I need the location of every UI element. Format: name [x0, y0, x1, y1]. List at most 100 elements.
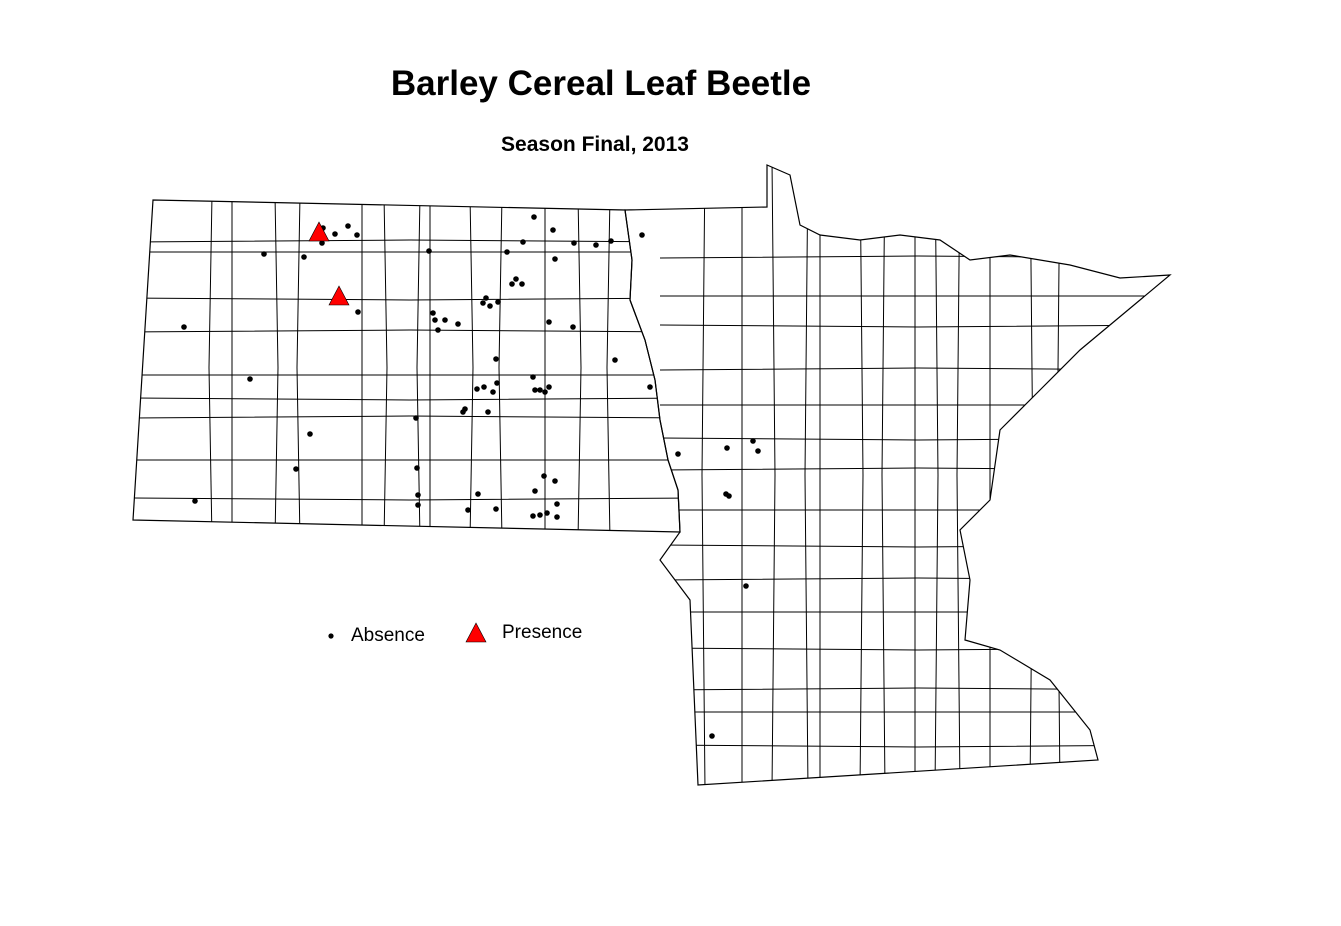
county-line: [659, 437, 1170, 441]
absence-marker: [550, 227, 556, 233]
county-line: [133, 415, 680, 419]
absence-marker: [552, 256, 558, 262]
county-line: [208, 200, 213, 532]
absence-marker: [301, 254, 307, 260]
absence-marker: [465, 507, 471, 513]
county-line: [133, 497, 680, 501]
mn-county-lines: [659, 165, 1170, 785]
absence-marker: [546, 319, 552, 325]
legend-presence-label: Presence: [502, 622, 583, 643]
absence-marker: [345, 223, 351, 229]
absence-marker: [474, 386, 480, 392]
absence-marker: [519, 281, 525, 287]
absence-marker: [192, 498, 198, 504]
absence-marker: [493, 356, 499, 362]
survey-markers: [181, 214, 761, 739]
absence-marker: [430, 310, 436, 316]
absence-marker: [442, 317, 448, 323]
absence-marker: [247, 376, 253, 382]
county-line: [771, 165, 776, 785]
legend-absence-label: Absence: [351, 625, 425, 646]
county-line: [498, 200, 503, 532]
absence-marker: [554, 501, 560, 507]
county-line: [659, 687, 1170, 691]
absence-marker: [455, 321, 461, 327]
absence-marker: [490, 389, 496, 395]
absence-marker: [709, 733, 715, 739]
absence-marker: [435, 327, 441, 333]
absence-marker: [462, 406, 468, 412]
map-title: Barley Cereal Leaf Beetle: [390, 64, 812, 103]
absence-marker: [724, 445, 730, 451]
absence-marker: [509, 281, 515, 287]
absence-marker: [415, 492, 421, 498]
absence-marker: [639, 232, 645, 238]
legend-absence-dot: [328, 633, 334, 639]
absence-marker: [415, 502, 421, 508]
county-line: [577, 200, 582, 532]
county-line: [383, 200, 388, 532]
absence-marker: [475, 491, 481, 497]
absence-marker: [261, 251, 267, 257]
county-line: [296, 200, 301, 532]
absence-marker: [485, 409, 491, 415]
county-line: [274, 200, 279, 532]
county-line: [659, 647, 1170, 651]
absence-marker: [537, 387, 543, 393]
county-line: [659, 367, 1170, 371]
absence-marker: [554, 514, 560, 520]
nd-county-lines: [133, 200, 680, 532]
county-line: [133, 239, 680, 243]
absence-marker: [544, 510, 550, 516]
absence-marker: [432, 317, 438, 323]
absence-marker: [354, 232, 360, 238]
absence-marker: [307, 431, 313, 437]
presence-marker: [328, 285, 350, 306]
absence-marker: [481, 384, 487, 390]
absence-marker: [520, 239, 526, 245]
absence-marker: [612, 357, 618, 363]
absence-marker: [593, 242, 599, 248]
county-line: [659, 544, 1170, 548]
absence-marker: [726, 493, 732, 499]
county-line: [701, 165, 706, 785]
county-line: [659, 255, 1170, 259]
absence-marker: [181, 324, 187, 330]
absence-marker: [542, 389, 548, 395]
absence-marker: [750, 438, 756, 444]
county-line: [859, 165, 864, 785]
county-line: [881, 165, 886, 785]
county-line: [659, 467, 1170, 471]
absence-marker: [480, 300, 486, 306]
absence-marker: [426, 248, 432, 254]
county-line: [469, 200, 474, 532]
county-line: [416, 200, 421, 532]
county-line: [659, 577, 1170, 581]
county-line: [934, 165, 939, 785]
absence-marker: [513, 276, 519, 282]
county-line: [133, 297, 680, 301]
county-line: [659, 324, 1170, 328]
absence-marker: [504, 249, 510, 255]
county-line: [133, 397, 680, 401]
absence-marker: [608, 238, 614, 244]
map-subtitle: Season Final, 2013: [501, 133, 689, 156]
north-dakota-outline: [132, 199, 681, 533]
absence-marker: [332, 231, 338, 237]
county-line: [133, 329, 680, 333]
absence-marker: [483, 295, 489, 301]
absence-marker: [530, 374, 536, 380]
absence-marker: [355, 309, 361, 315]
absence-marker: [552, 478, 558, 484]
absence-marker: [570, 324, 576, 330]
county-line: [659, 744, 1170, 748]
absence-marker: [530, 513, 536, 519]
absence-marker: [743, 583, 749, 589]
absence-marker: [571, 240, 577, 246]
absence-marker: [541, 473, 547, 479]
minnesota-outline: [624, 164, 1172, 786]
absence-marker: [532, 387, 538, 393]
absence-marker: [487, 303, 493, 309]
absence-marker: [546, 384, 552, 390]
